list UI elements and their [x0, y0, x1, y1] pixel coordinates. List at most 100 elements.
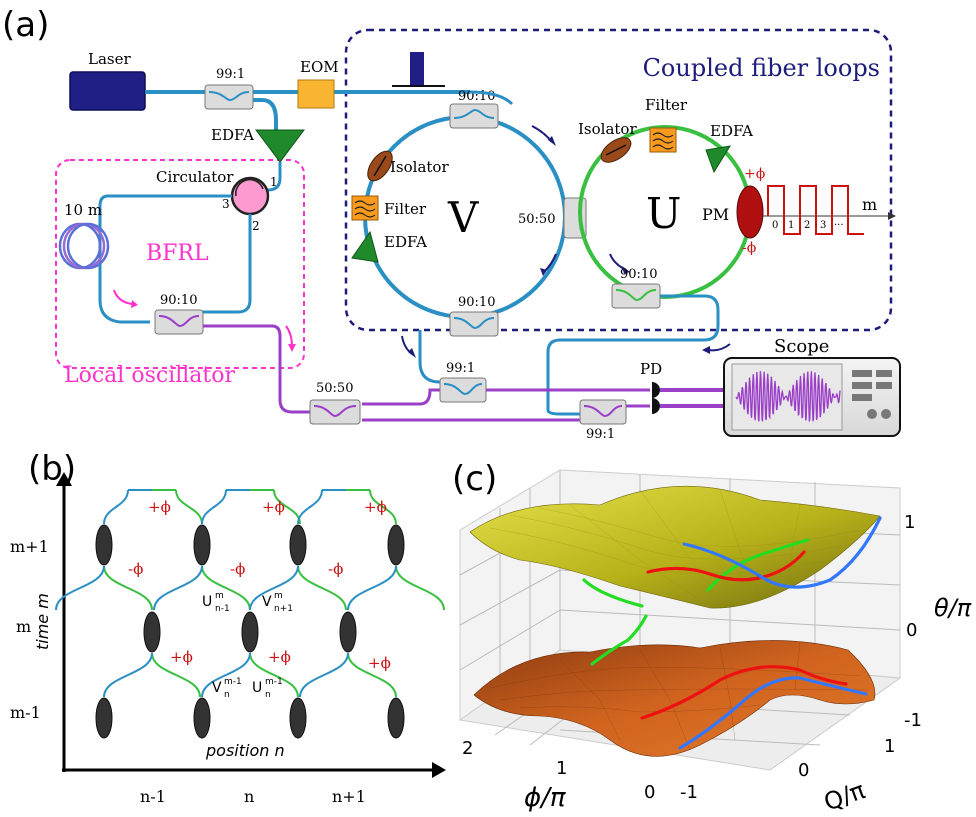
- phi-label-minus-1: -ϕ: [128, 560, 143, 578]
- modulation-waveform: [762, 185, 896, 235]
- local-oscillator-region: [55, 159, 305, 369]
- lattice-node: [95, 524, 113, 566]
- coupler-90-10-bottom-u: [611, 283, 661, 309]
- svg-text:V: V: [212, 680, 222, 696]
- lattice-node: [193, 697, 211, 739]
- amp-V-n+1-m: V m n+1: [262, 591, 293, 614]
- coupler-50-50-mid-label: 50:50: [518, 212, 555, 227]
- lattice-link: [151, 652, 201, 698]
- upper-green-line: [582, 578, 644, 608]
- scope-controls: [852, 370, 892, 419]
- circulator-label: Circulator: [156, 168, 234, 186]
- local-oscillator-label: Local oscillator: [64, 363, 235, 388]
- lattice-link: [369, 489, 397, 525]
- y-tick-m: m: [16, 617, 31, 636]
- pm-plus-phi: +ϕ: [744, 166, 765, 182]
- phi-label-plus-4: +ϕ: [170, 648, 193, 666]
- filter-u-label: Filter: [645, 96, 688, 114]
- m-axis-label: m: [862, 195, 877, 214]
- phi-axis-label: ϕ/π: [524, 783, 566, 813]
- z-axis-label: θ/π: [934, 594, 972, 622]
- phi-tick-1: 1: [556, 758, 567, 779]
- edfa-main-label: EDFA: [211, 126, 254, 144]
- coupled-loops-region: [344, 28, 893, 332]
- circulator-port-2: 2: [252, 219, 260, 233]
- phi-label-plus-2: +ϕ: [262, 498, 285, 516]
- phi-label-minus-3: -ϕ: [328, 560, 343, 578]
- lattice-node: [387, 524, 405, 566]
- phi-tick-2: 2: [462, 738, 473, 759]
- lattice-link: [201, 565, 251, 611]
- lattice-node: [289, 524, 307, 566]
- phi-tick-0: 0: [644, 782, 655, 803]
- amp-U-n-m-1: U m-1 n: [252, 677, 283, 700]
- q-tick-minus-1: -1: [680, 782, 698, 803]
- fiber-length-label: 10 m: [64, 201, 102, 219]
- lattice-node: [387, 697, 405, 739]
- lower-red-line: [640, 665, 848, 720]
- svg-text:m-1: m-1: [265, 677, 283, 687]
- lattice-link: [249, 565, 299, 611]
- coupler-99-1-a: [204, 84, 254, 110]
- coupler-99-1-a-label: 99:1: [216, 67, 245, 82]
- panel-c-label: (c): [452, 459, 497, 499]
- z-tick-1: 1: [904, 512, 915, 533]
- svg-text:n: n: [224, 690, 230, 700]
- lattice-link: [201, 652, 251, 698]
- coupler-99-1-b: [439, 377, 487, 403]
- coupler-50-50-bottom-label: 50:50: [316, 381, 353, 396]
- coupler-90-10-lo: [154, 309, 204, 335]
- svg-text:m-1: m-1: [224, 677, 242, 687]
- svg-text:U: U: [202, 594, 212, 610]
- lattice-node: [339, 611, 357, 653]
- lattice-link: [103, 489, 129, 525]
- lattice-node: [143, 611, 161, 653]
- phi-label-plus-5: +ϕ: [268, 648, 291, 666]
- edfa-u-icon: [705, 145, 732, 174]
- coupler-90-10-lo-label: 90:10: [160, 293, 197, 308]
- svg-text:n: n: [265, 690, 271, 700]
- loop-u-label: U: [646, 189, 681, 238]
- lattice-link: [103, 565, 153, 611]
- coupler-99-1-b-label: 99:1: [446, 361, 475, 376]
- loop-v-label: V: [447, 193, 479, 242]
- upper-blue-line: [682, 516, 882, 589]
- panel-a-label: (a): [2, 5, 49, 45]
- lattice-nodes: [95, 524, 405, 739]
- amp-V-n-m-1: V m-1 n: [212, 677, 242, 700]
- x-axis-title: position n: [205, 741, 285, 760]
- wave-tick-dots: ···: [834, 220, 844, 231]
- scope-trace: [735, 371, 841, 422]
- pulse-icon: [392, 52, 445, 87]
- lattice-link: [347, 652, 397, 698]
- lower-band-mesh: [489, 641, 869, 751]
- edfa-circulator-fiber: [267, 162, 282, 192]
- lower-blue-line: [678, 676, 868, 750]
- phi-label-plus-3: +ϕ: [364, 498, 387, 516]
- lattice-node: [193, 524, 211, 566]
- eom-label: EOM: [300, 58, 339, 76]
- y-tick-m-minus-1: m-1: [10, 703, 41, 722]
- coupler-99-1-c: [579, 399, 627, 425]
- upper-band-surface: [469, 485, 881, 609]
- svg-text:U: U: [252, 680, 262, 696]
- eom-box: [297, 79, 335, 109]
- upper-band-mesh: [489, 489, 861, 601]
- q-tick-0: 0: [798, 760, 809, 781]
- lattice-link: [201, 489, 227, 525]
- svg-text:n-1: n-1: [215, 604, 230, 614]
- y-tick-m-plus-1: m+1: [10, 537, 49, 556]
- wave-tick-0: 0: [772, 220, 778, 231]
- svg-text:n+1: n+1: [274, 604, 293, 614]
- x-tick-n: n: [244, 787, 254, 806]
- pm-minus-phi: -ϕ: [742, 240, 756, 256]
- circulator-port-1: 1: [270, 175, 278, 189]
- bfrl-label: BFRL: [146, 241, 209, 266]
- circulator-icon: [230, 176, 270, 216]
- phi-label-plus-1: +ϕ: [148, 498, 171, 516]
- isolator-u-label: Isolator: [578, 120, 637, 138]
- edfa-v-icon: [351, 230, 379, 263]
- coupler-90-10-bottom-u-label: 90:10: [620, 267, 657, 282]
- coupler-99-1-c-label: 99:1: [586, 427, 615, 442]
